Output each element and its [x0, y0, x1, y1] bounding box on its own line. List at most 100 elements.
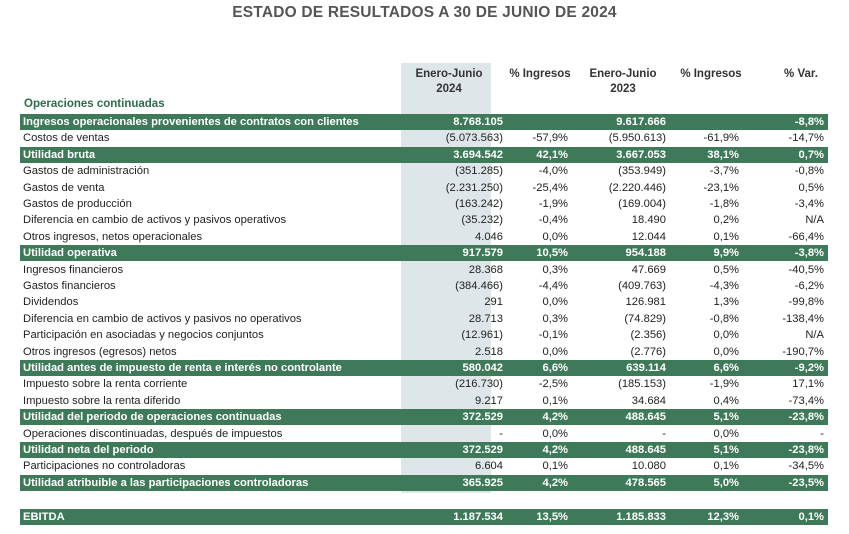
value-2024-cell: 372.529	[462, 411, 503, 423]
value-2024-cell: (2.231.250)	[445, 182, 503, 194]
header-2024-line2: 2024	[436, 83, 462, 95]
pct-2023-cell: 12,3%	[707, 511, 739, 523]
header-pct-2023: % Ingresos	[680, 68, 742, 80]
value-2023-cell: 3.667.053	[616, 149, 666, 161]
pct-2024-cell: 0,3%	[542, 313, 569, 325]
value-2023-cell: 9.617.666	[616, 116, 666, 128]
row-label: Utilidad antes de impuesto de renta e in…	[23, 362, 342, 374]
value-2024-cell: (12.961)	[461, 329, 503, 341]
row-label: Dividendos	[23, 296, 79, 308]
header-pct-2024: % Ingresos	[509, 68, 571, 80]
value-2023-cell: (353.949)	[618, 165, 666, 177]
table-row-total: Utilidad operativa 917.579 10,5% 954.188 9,9…	[20, 245, 828, 261]
pct-2023-cell: 0,0%	[713, 329, 740, 341]
table-row-total: Utilidad antes de impuesto de renta e in…	[20, 360, 828, 376]
pct-2024-cell: -1,9%	[538, 198, 568, 210]
variation-cell: -138,4%	[782, 313, 824, 325]
value-2023-cell: 47.669	[631, 264, 666, 276]
table-row-total: Utilidad atribuible a las participacione…	[20, 475, 828, 491]
table-row-total: Utilidad neta del periodo 372.529 4,2% 488.…	[20, 442, 828, 458]
pct-2023-cell: -4,3%	[709, 280, 739, 292]
row-label: Ingresos financieros	[23, 264, 124, 276]
pct-2024-cell: 0,0%	[542, 428, 569, 440]
value-2024-cell: 580.042	[462, 362, 503, 374]
table-row-total: Utilidad del periodo de operaciones cont…	[20, 409, 828, 425]
value-2024-cell: (384.466)	[455, 280, 503, 292]
row-label: Gastos de administración	[23, 165, 150, 177]
value-2023-cell: (74.829)	[624, 313, 666, 325]
row-label: Ingresos operacionales provenientes de c…	[23, 116, 359, 128]
pct-2024-cell: 4,2%	[542, 444, 569, 456]
table-row: Gastos de venta (2.231.250) -25,4% (2.220.4…	[20, 180, 828, 196]
table-row: Participación en asociadas y negocios co…	[20, 327, 828, 343]
row-label: Diferencia en cambio de activos y pasivo…	[23, 214, 287, 226]
row-label: Utilidad operativa	[23, 247, 117, 259]
value-2023-cell: (185.153)	[618, 378, 666, 390]
table-row-total: Ingresos operacionales provenientes de c…	[20, 114, 828, 130]
pct-2024-cell: 0,1%	[542, 395, 569, 407]
value-2024-cell: 6.604	[475, 460, 503, 472]
value-2024-cell: 917.579	[462, 247, 503, 259]
section-label: Operaciones continuadas	[24, 98, 165, 110]
pct-2023-cell: -1,9%	[709, 378, 739, 390]
table-row: Gastos de administración (351.285) -4,0% (3…	[20, 163, 828, 179]
value-2024-cell: (5.073.563)	[445, 132, 503, 144]
variation-cell: -23,8%	[788, 411, 824, 423]
variation-cell: -0,8%	[794, 165, 824, 177]
value-2023-cell: 12.044	[631, 231, 666, 243]
pct-2023-cell: 5,1%	[713, 411, 740, 423]
row-label: Operaciones discontinuadas, después de i…	[23, 428, 283, 440]
row-label: Utilidad bruta	[23, 149, 96, 161]
value-2023-cell: 18.490	[631, 214, 666, 226]
value-2024-cell: 365.925	[462, 477, 503, 489]
value-2023-cell: (5.950.613)	[608, 132, 666, 144]
table-row: Diferencia en cambio de activos y pasivo…	[20, 311, 828, 327]
table-row: Gastos de producción (163.242) -1,9% (169.0…	[20, 196, 828, 212]
pct-2024-cell: 4,2%	[542, 477, 569, 489]
header-2023: Enero-Junio 2023	[582, 67, 664, 97]
value-2024-cell: 291	[484, 296, 503, 308]
pct-2024-cell: 0,1%	[542, 460, 569, 472]
table-row: Otros ingresos (egresos) netos 2.518 0,0% (…	[20, 344, 828, 360]
value-2024-cell: -	[499, 428, 503, 440]
variation-cell: -9,2%	[794, 362, 824, 374]
pct-2023-cell: 0,4%	[713, 395, 740, 407]
pct-2024-cell: -4,4%	[538, 280, 568, 292]
table-row: Otros ingresos, netos operacionales 4.046…	[20, 229, 828, 245]
value-2023-cell: -	[662, 428, 666, 440]
variation-cell: -190,7%	[782, 346, 824, 358]
variation-cell: 0,7%	[798, 149, 825, 161]
value-2023-cell: 478.565	[625, 477, 666, 489]
table-row-total: EBITDA 1.187.534 13,5% 1.185.833 12,3% 0,1%	[20, 509, 828, 525]
row-label: Participación en asociadas y negocios co…	[23, 329, 264, 341]
variation-cell: -	[820, 428, 824, 440]
value-2023-cell: 1.185.833	[616, 511, 666, 523]
header-2024-line1: Enero-Junio	[415, 68, 483, 80]
variation-cell: -23,5%	[788, 477, 824, 489]
value-2024-cell: (35.232)	[461, 214, 503, 226]
table-row: Impuesto sobre la renta diferido 9.217 0,1…	[20, 393, 828, 409]
row-label: Gastos financieros	[23, 280, 116, 292]
value-2023-cell: (409.763)	[618, 280, 666, 292]
pct-2023-cell: 0,5%	[713, 264, 740, 276]
pct-2023-cell: -0,8%	[709, 313, 739, 325]
row-label: Impuesto sobre la renta diferido	[23, 395, 181, 407]
variation-cell: -40,5%	[788, 264, 824, 276]
row-label: Utilidad del periodo de operaciones cont…	[23, 411, 282, 423]
value-2024-cell: 2.518	[475, 346, 503, 358]
pct-2024-cell: 4,2%	[542, 411, 569, 423]
table-row: Participaciones no controladoras 6.604 0,1…	[20, 458, 828, 474]
row-label: Gastos de venta	[23, 182, 105, 194]
pct-2024-cell: -25,4%	[532, 182, 568, 194]
pct-2023-cell: -23,1%	[703, 182, 739, 194]
pct-2024-cell: 13,5%	[536, 511, 568, 523]
pct-2024-cell: -57,9%	[532, 132, 568, 144]
value-2023-cell: 639.114	[626, 362, 666, 374]
value-2024-cell: 28.713	[468, 313, 503, 325]
value-2024-cell: 8.768.105	[453, 116, 503, 128]
table-row: Dividendos 291 0,0% 126.981 1,3% -99,8%	[20, 294, 828, 310]
variation-cell: N/A	[805, 214, 824, 226]
pct-2023-cell: -61,9%	[703, 132, 739, 144]
variation-cell: -99,8%	[788, 296, 824, 308]
pct-2024-cell: 6,6%	[542, 362, 569, 374]
